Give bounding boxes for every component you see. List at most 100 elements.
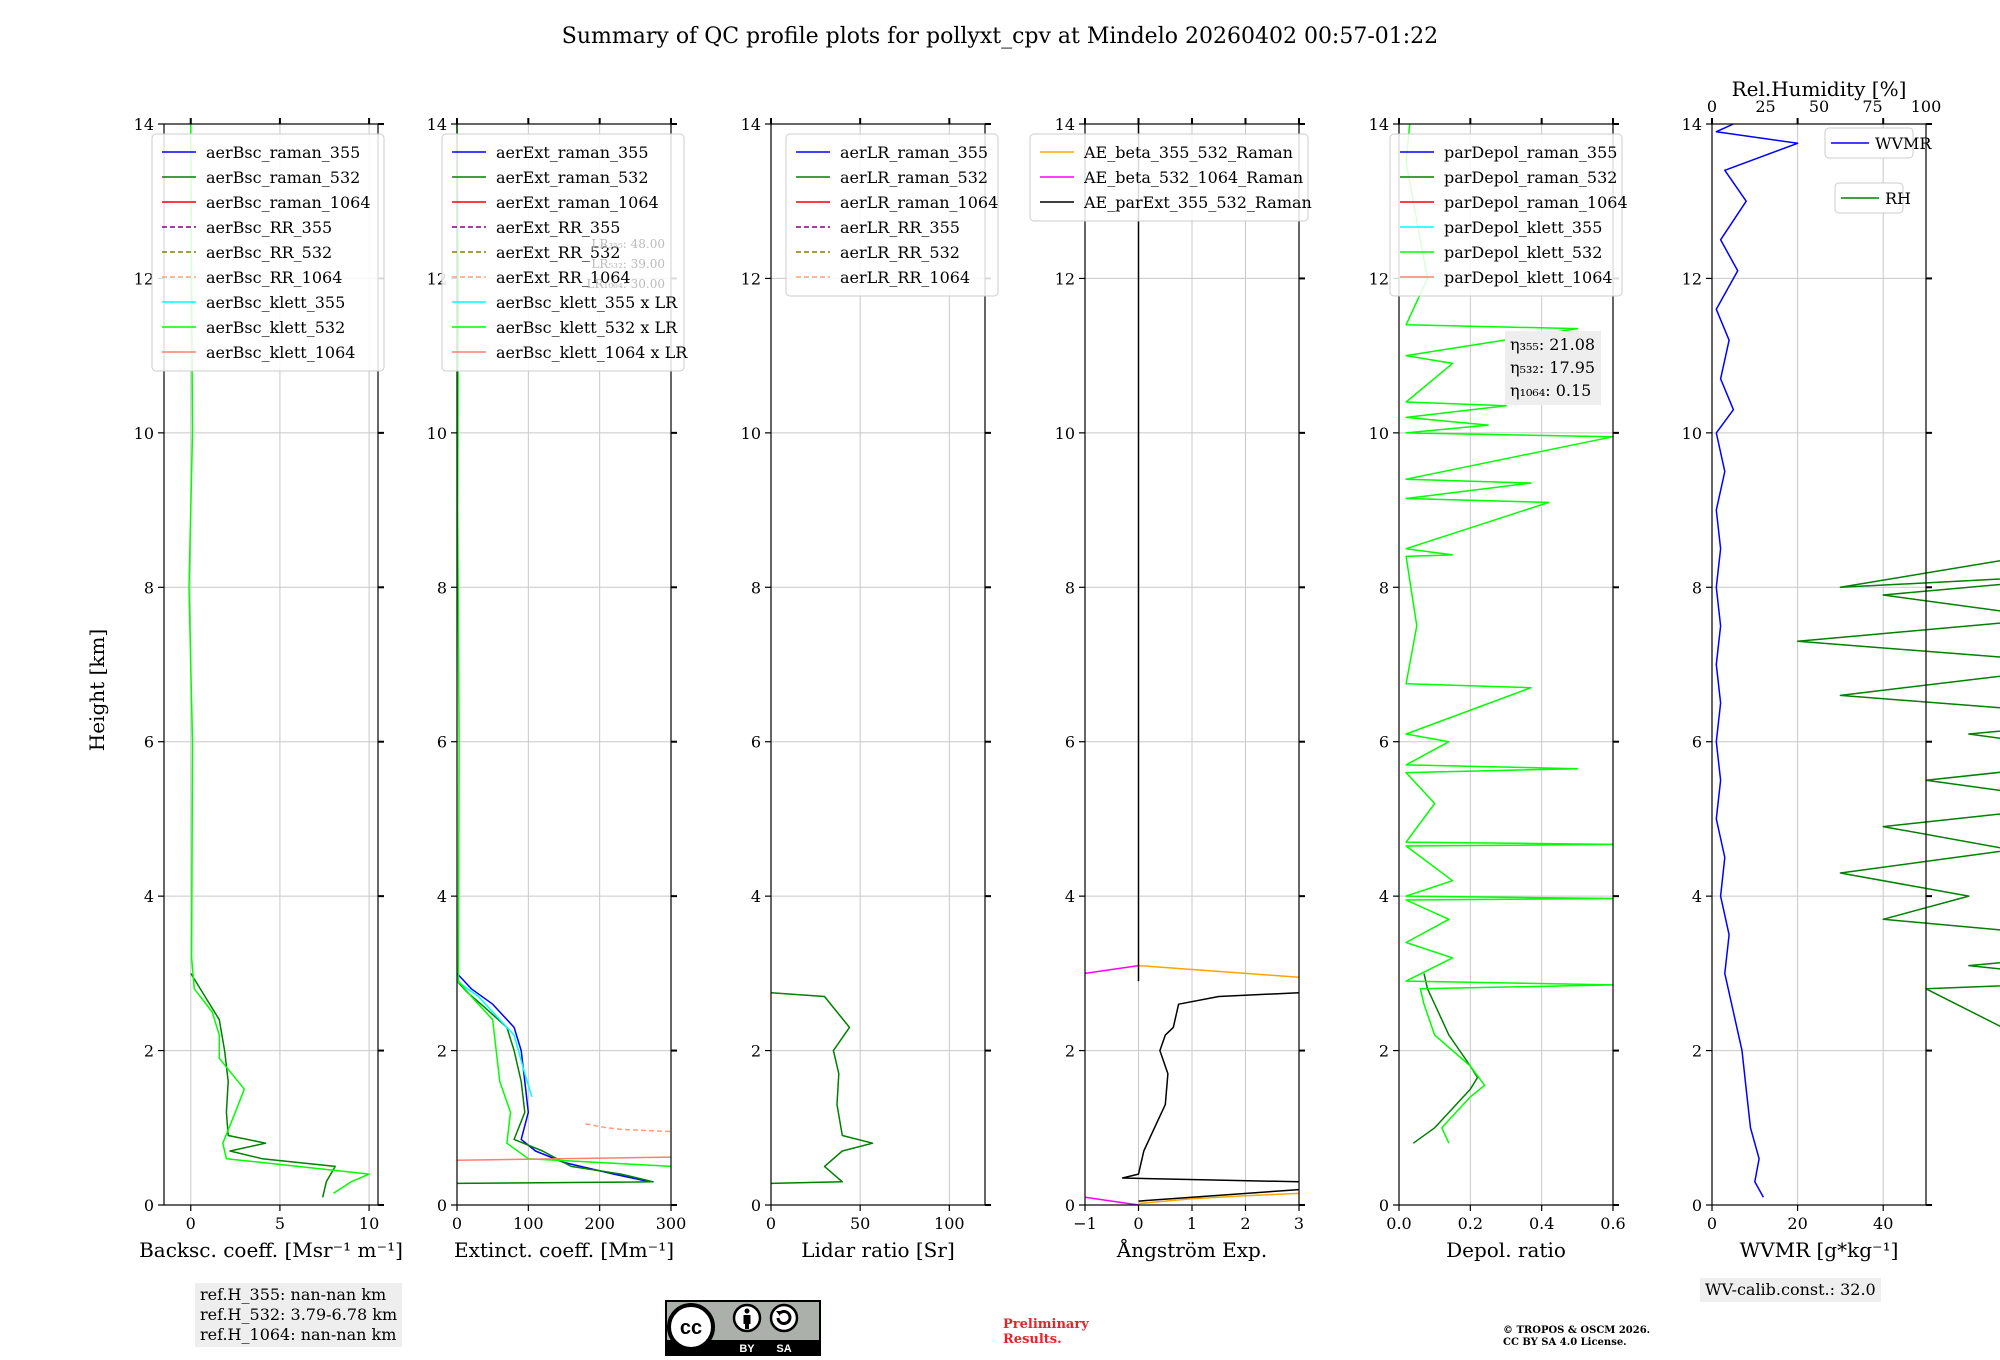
y-tick-label: 6 — [144, 733, 154, 752]
series-aerext-raman-355 — [456, 972, 650, 1183]
x-tick-label: 100 — [934, 1214, 965, 1233]
reference-height-box: ref.H_355: nan-nan km ref.H_532: 3.79-6.… — [195, 1283, 403, 1347]
y-tick-label: 14 — [1682, 115, 1702, 134]
y-tick-label: 2 — [1379, 1042, 1389, 1061]
y-tick-label: 12 — [134, 269, 154, 288]
x-tick-label: 5 — [275, 1214, 285, 1233]
x-tick-label: 0 — [452, 1214, 462, 1233]
top-axis-label: Rel.Humidity [%] — [1732, 77, 1907, 101]
x-axis-label: Lidar ratio [Sr] — [801, 1238, 955, 1262]
wv-calibration-text: WV-calib.const.: 32.0 — [1705, 1280, 1876, 1299]
legend-label: aerBsc_RR_355 — [206, 218, 332, 237]
legend-label: aerBsc_raman_1064 — [206, 193, 371, 212]
y-tick-label: 4 — [1065, 887, 1075, 906]
y-tick-label: 0 — [1065, 1196, 1075, 1215]
legend-label: aerBsc_RR_532 — [206, 243, 332, 262]
panel-3: 0 2 4 6 8 10 12 14 0 50 100 Lidar ratio [Sr] aerLR_r… — [741, 115, 999, 1262]
y-tick-label: 10 — [1055, 424, 1075, 443]
y-tick-label: 4 — [1692, 887, 1702, 906]
eta-value: η₃₅₅: 21.08 — [1510, 335, 1595, 354]
y-tick-label: 8 — [1379, 578, 1389, 597]
x-axis-label: Depol. ratio — [1446, 1238, 1566, 1262]
ref-height-355: ref.H_355: nan-nan km — [200, 1285, 387, 1304]
x-axis-label: Extinct. coeff. [Mm⁻¹] — [454, 1238, 674, 1262]
x-tick-label: 50 — [850, 1214, 870, 1233]
legend-box — [151, 133, 385, 372]
legend-label: aerLR_RR_355 — [840, 218, 960, 237]
x-tick-label: 0 — [186, 1214, 196, 1233]
x-tick-label: 0 — [1133, 1214, 1143, 1233]
copyright-note: © TROPOS & OSCM 2026. CC BY SA 4.0 Licen… — [1503, 1325, 1650, 1349]
legend-box — [441, 133, 685, 372]
legend-label: parDepol_raman_532 — [1444, 168, 1617, 187]
legend-label: AE_beta_355_532_Raman — [1083, 143, 1293, 162]
y-tick-label: 12 — [1369, 269, 1389, 288]
top-tick-label: 100 — [1911, 97, 1942, 116]
x-tick-label: 0.6 — [1600, 1214, 1625, 1233]
x-axis-label: Ångström Exp. — [1116, 1237, 1267, 1262]
y-tick-label: 14 — [427, 115, 447, 134]
y-tick-label: 0 — [1692, 1196, 1702, 1215]
x-tick-label: 300 — [656, 1214, 687, 1233]
by-text: BY — [739, 1343, 755, 1355]
y-tick-label: 6 — [1065, 733, 1075, 752]
series-ae-beta-532-1064-raman-low — [1084, 1196, 1139, 1206]
y-tick-label: 8 — [1065, 578, 1075, 597]
series-aerlr-raman-532 — [770, 991, 874, 1185]
legend-label: aerBsc_klett_532 x LR — [496, 318, 678, 337]
y-tick-label: 4 — [1379, 887, 1389, 906]
x-tick-label: 200 — [584, 1214, 615, 1233]
axes-frame — [1711, 123, 1927, 1206]
y-tick-label: 6 — [1692, 733, 1702, 752]
legend-label: aerExt_raman_355 — [496, 143, 649, 162]
y-tick-label: 10 — [1369, 424, 1389, 443]
preliminary-results-note: Preliminary Results. — [1003, 1317, 1089, 1347]
copyright-line-2: CC BY SA 4.0 License. — [1503, 1337, 1627, 1348]
series-ae-parext-355-532-raman-low — [1138, 1188, 1300, 1202]
legend-label: parDepol_klett_532 — [1444, 243, 1602, 262]
lidar-ratio-note: LR₁₀₆₄: 30.00 — [587, 277, 665, 291]
axes-frame — [1398, 123, 1614, 1206]
x-tick-label: 2 — [1240, 1214, 1250, 1233]
legend-label: aerBsc_klett_532 — [206, 318, 345, 337]
legend-label: AE_parExt_355_532_Raman — [1083, 193, 1312, 212]
y-tick-label: 12 — [1055, 269, 1075, 288]
panel-1: 0 2 4 6 8 10 12 14 0 5 10 Backsc. coeff. [Msr⁻¹ m⁻¹… — [134, 115, 403, 1262]
axes-frame — [163, 123, 379, 1206]
legend-label: parDepol_raman_1064 — [1444, 193, 1628, 212]
y-tick-label: 0 — [144, 1196, 154, 1215]
x-tick-label: 3 — [1294, 1214, 1304, 1233]
legend-label: parDepol_klett_355 — [1444, 218, 1602, 237]
x-axis-label: WVMR [g*kg⁻¹] — [1740, 1238, 1899, 1262]
legend-label: aerBsc_klett_1064 — [206, 343, 355, 362]
y-tick-label: 2 — [144, 1042, 154, 1061]
y-tick-label: 8 — [1692, 578, 1702, 597]
y-tick-label: 14 — [1369, 115, 1389, 134]
y-tick-label: 12 — [1682, 269, 1702, 288]
y-tick-label: 4 — [437, 887, 447, 906]
eta-value: η₅₃₂: 17.95 — [1510, 358, 1595, 377]
y-tick-label: 12 — [741, 269, 761, 288]
preliminary-line-1: Preliminary — [1003, 1317, 1089, 1332]
copyright-line-1: © TROPOS & OSCM 2026. — [1503, 1325, 1651, 1336]
y-tick-label: 2 — [1692, 1042, 1702, 1061]
x-axis-label: Backsc. coeff. [Msr⁻¹ m⁻¹] — [139, 1238, 403, 1262]
y-tick-label: 10 — [1682, 424, 1702, 443]
y-tick-label: 4 — [144, 887, 154, 906]
y-tick-label: 2 — [751, 1042, 761, 1061]
axes-frame — [456, 123, 672, 1206]
legend-label: WVMR — [1875, 134, 1932, 153]
series-ae-beta-355-532-raman — [1138, 964, 1300, 978]
legend-label: aerBsc_raman_355 — [206, 143, 360, 162]
top-tick-label: 75 — [1862, 97, 1882, 116]
legend-label: aerBsc_RR_1064 — [206, 268, 342, 287]
cc-text: cc — [680, 1317, 702, 1339]
legend-label: aerExt_RR_532 — [496, 243, 620, 262]
y-tick-label: 2 — [1065, 1042, 1075, 1061]
ref-height-1064: ref.H_1064: nan-nan km — [200, 1325, 397, 1344]
height-axis-label: Height [km] — [85, 629, 109, 751]
series-ae-beta-355-532-raman-low — [1138, 1192, 1300, 1205]
